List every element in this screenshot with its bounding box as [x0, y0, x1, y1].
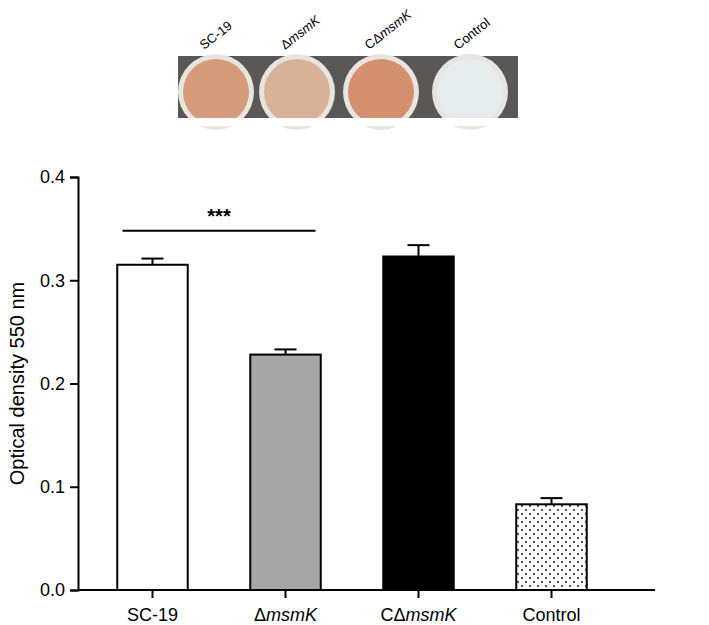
error-cap — [142, 258, 164, 260]
well — [264, 59, 330, 125]
y-tick-label: 0.0 — [40, 580, 65, 600]
x-tick-label: ΔmsmK — [254, 605, 318, 625]
y-tick-label: 0.4 — [40, 167, 65, 187]
x-tick-label: SC-19 — [127, 605, 178, 625]
significance-label: *** — [207, 205, 231, 227]
x-tick: ΔmsmK — [254, 590, 318, 625]
x-tick-mark — [551, 590, 553, 598]
chart: SC-19 ΔmsmK CΔmsmK Control 0.0 0.1 0.2 0.3 0.4 SC… — [0, 0, 709, 625]
well — [348, 59, 414, 125]
error-bar — [408, 245, 430, 256]
well — [437, 59, 503, 125]
y-tick-label: 0.2 — [40, 374, 65, 394]
y-tick: 0.2 — [40, 374, 78, 394]
photo-label: Control — [451, 15, 493, 53]
x-tick: CΔmsmK — [380, 590, 457, 625]
x-tick-mark — [418, 590, 420, 598]
y-tick: 0.3 — [40, 271, 78, 291]
error-cap — [541, 497, 563, 499]
significance-bracket — [123, 230, 316, 232]
error-cap — [275, 348, 297, 350]
well-photo — [178, 54, 518, 130]
x-tick-mark — [152, 590, 154, 598]
y-axis-title: Optical density 550 nm — [6, 282, 28, 485]
x-tick-label: CΔmsmK — [380, 605, 457, 625]
bar — [117, 265, 187, 590]
y-tick-mark — [70, 383, 78, 385]
y-axis-line — [70, 178, 79, 591]
x-axis-line — [78, 589, 655, 591]
x-tick-mark — [285, 590, 287, 598]
photo-label: CΔmsmK — [362, 6, 416, 52]
error-bar — [275, 349, 297, 354]
photo-label: ΔmsmK — [278, 12, 324, 53]
bar — [516, 504, 586, 590]
y-tick-mark — [70, 280, 78, 282]
error-line — [418, 245, 420, 256]
error-cap — [408, 244, 430, 246]
y-tick: 0.0 — [40, 580, 78, 600]
x-tick: SC-19 — [127, 590, 178, 625]
y-tick-label: 0.1 — [40, 477, 65, 497]
y-tick-mark — [70, 486, 78, 488]
y-tick-mark — [70, 590, 78, 592]
well — [183, 59, 249, 125]
y-tick: 0.4 — [40, 167, 78, 187]
error-bar — [142, 259, 164, 265]
marks — [117, 245, 586, 590]
bar — [383, 257, 453, 590]
photo-edge — [178, 118, 518, 126]
y-tick: 0.1 — [40, 477, 78, 497]
y-tick-mark — [70, 177, 78, 179]
x-tick: Control — [522, 590, 580, 625]
bar — [250, 355, 320, 590]
y-axis: 0.0 0.1 0.2 0.3 0.4 — [40, 167, 79, 600]
photo-label: SC-19 — [197, 18, 235, 53]
y-tick-label: 0.3 — [40, 271, 65, 291]
x-tick-label: Control — [522, 605, 580, 625]
x-axis: SC-19 ΔmsmK CΔmsmK Control — [78, 590, 655, 625]
error-bar — [541, 498, 563, 504]
